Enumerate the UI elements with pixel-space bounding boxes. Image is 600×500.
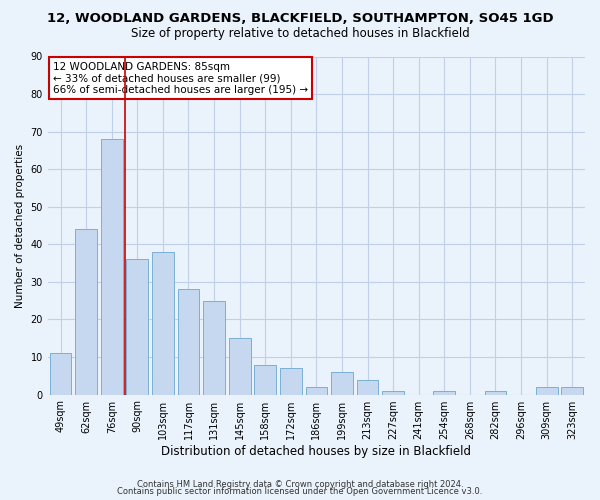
Text: 12 WOODLAND GARDENS: 85sqm
← 33% of detached houses are smaller (99)
66% of semi: 12 WOODLAND GARDENS: 85sqm ← 33% of deta… bbox=[53, 62, 308, 95]
Bar bbox=[127, 260, 148, 394]
Y-axis label: Number of detached properties: Number of detached properties bbox=[15, 144, 25, 308]
Bar bbox=[50, 354, 71, 395]
Bar bbox=[280, 368, 302, 394]
Bar bbox=[331, 372, 353, 394]
Bar bbox=[356, 380, 379, 394]
Text: Size of property relative to detached houses in Blackfield: Size of property relative to detached ho… bbox=[131, 28, 469, 40]
Text: 12, WOODLAND GARDENS, BLACKFIELD, SOUTHAMPTON, SO45 1GD: 12, WOODLAND GARDENS, BLACKFIELD, SOUTHA… bbox=[47, 12, 553, 26]
Bar bbox=[562, 387, 583, 394]
Bar bbox=[305, 387, 327, 394]
Bar bbox=[536, 387, 557, 394]
Bar bbox=[485, 391, 506, 394]
Text: Contains public sector information licensed under the Open Government Licence v3: Contains public sector information licen… bbox=[118, 487, 482, 496]
X-axis label: Distribution of detached houses by size in Blackfield: Distribution of detached houses by size … bbox=[161, 444, 472, 458]
Bar bbox=[254, 364, 276, 394]
Bar bbox=[433, 391, 455, 394]
Bar bbox=[382, 391, 404, 394]
Bar bbox=[229, 338, 251, 394]
Text: Contains HM Land Registry data © Crown copyright and database right 2024.: Contains HM Land Registry data © Crown c… bbox=[137, 480, 463, 489]
Bar bbox=[152, 252, 174, 394]
Bar bbox=[178, 290, 199, 395]
Bar bbox=[101, 139, 122, 394]
Bar bbox=[75, 230, 97, 394]
Bar bbox=[203, 300, 225, 394]
